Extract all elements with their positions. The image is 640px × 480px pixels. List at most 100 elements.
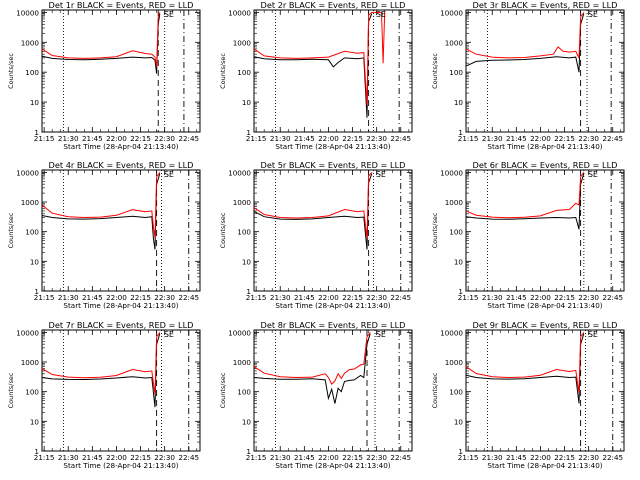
x-tick-label: 21:15 bbox=[246, 134, 267, 143]
events-series-line bbox=[253, 333, 371, 404]
y-axis-label: Counts/sec bbox=[431, 53, 439, 89]
x-tick-label: 22:30 bbox=[578, 453, 599, 462]
x-tick-label: 22:45 bbox=[602, 293, 623, 302]
detector-panel: Det 4r BLACK = Events, RED = LLD 1 10 100 10… bbox=[7, 160, 201, 310]
x-tick-label: 22:00 bbox=[318, 453, 339, 462]
x-tick-label: 21:45 bbox=[82, 453, 103, 462]
x-tick-label: 22:15 bbox=[130, 453, 151, 462]
y-tick-label: 100 bbox=[237, 228, 251, 237]
lld-series-line bbox=[41, 172, 161, 239]
y-tick-label: 1000 bbox=[21, 198, 40, 207]
panel-title: Det 9r BLACK = Events, RED = LLD bbox=[473, 320, 618, 330]
x-tick-label: 22:15 bbox=[342, 134, 363, 143]
x-tick-label: 21:45 bbox=[294, 453, 315, 462]
panel-title: Det 4r BLACK = Events, RED = LLD bbox=[49, 160, 194, 170]
lld-series-line bbox=[465, 172, 585, 219]
x-tick-label: 22:30 bbox=[366, 134, 387, 143]
x-axis-label: Start Time (28-Apr-04 21:13:40) bbox=[275, 461, 390, 470]
lld-series-line bbox=[253, 11, 386, 106]
plot-frame bbox=[465, 329, 625, 452]
y-tick-label: 1000 bbox=[21, 38, 40, 47]
y-tick-label: 1000 bbox=[445, 358, 464, 367]
x-tick-label: 21:45 bbox=[82, 134, 103, 143]
se-annotation: SE bbox=[376, 330, 386, 339]
x-axis-label: Start Time (28-Apr-04 21:13:40) bbox=[275, 142, 390, 151]
x-tick-label: 21:45 bbox=[294, 134, 315, 143]
panel-title: Det 2r BLACK = Events, RED = LLD bbox=[261, 0, 406, 10]
x-tick-label: 21:30 bbox=[482, 293, 503, 302]
x-tick-label: 22:00 bbox=[530, 293, 551, 302]
x-tick-label: 22:15 bbox=[554, 134, 575, 143]
x-axis-label: Start Time (28-Apr-04 21:13:40) bbox=[63, 301, 178, 310]
y-tick-label: 10 bbox=[30, 417, 40, 426]
y-tick-label: 10 bbox=[30, 98, 40, 107]
plot-frame bbox=[253, 169, 413, 292]
y-tick-label: 1000 bbox=[21, 358, 40, 367]
x-tick-label: 21:15 bbox=[34, 134, 55, 143]
y-tick-label: 10000 bbox=[228, 328, 251, 337]
plot-frame bbox=[41, 169, 201, 292]
x-tick-label: 22:15 bbox=[130, 293, 151, 302]
plot-frame bbox=[41, 329, 201, 452]
x-tick-label: 22:45 bbox=[602, 134, 623, 143]
y-tick-label: 100 bbox=[237, 68, 251, 77]
y-tick-label: 10 bbox=[242, 98, 252, 107]
y-tick-label: 10 bbox=[454, 257, 464, 266]
x-tick-label: 21:15 bbox=[246, 453, 267, 462]
se-annotation: SE bbox=[588, 10, 598, 19]
events-series-line bbox=[253, 173, 373, 250]
events-series-line bbox=[41, 13, 161, 74]
x-tick-label: 21:45 bbox=[506, 453, 527, 462]
x-axis-label: Start Time (28-Apr-04 21:13:40) bbox=[63, 461, 178, 470]
lld-series-line bbox=[465, 332, 585, 394]
x-tick-label: 21:30 bbox=[58, 293, 79, 302]
x-tick-label: 21:45 bbox=[294, 293, 315, 302]
y-tick-label: 10000 bbox=[440, 168, 463, 177]
lld-series-line bbox=[41, 12, 161, 67]
x-tick-label: 21:15 bbox=[34, 453, 55, 462]
x-tick-label: 22:15 bbox=[342, 293, 363, 302]
x-tick-label: 22:30 bbox=[154, 134, 175, 143]
se-annotation: SE bbox=[588, 170, 598, 179]
plot-frame bbox=[465, 169, 625, 292]
x-tick-label: 21:15 bbox=[246, 293, 267, 302]
x-tick-label: 22:30 bbox=[578, 293, 599, 302]
lld-series-line bbox=[253, 171, 373, 239]
x-tick-label: 21:30 bbox=[58, 134, 79, 143]
y-tick-label: 1 bbox=[34, 287, 39, 296]
plot-frame bbox=[465, 9, 625, 133]
y-tick-label: 10000 bbox=[16, 168, 39, 177]
y-tick-label: 10 bbox=[242, 417, 252, 426]
x-tick-label: 22:45 bbox=[178, 134, 199, 143]
y-tick-label: 10000 bbox=[440, 8, 463, 17]
panel-title: Det 7r BLACK = Events, RED = LLD bbox=[49, 320, 194, 330]
detector-panel: Det 3r BLACK = Events, RED = LLD 1 10 100 10… bbox=[431, 0, 625, 151]
events-series-line bbox=[465, 173, 585, 230]
y-tick-label: 100 bbox=[25, 228, 39, 237]
y-tick-label: 100 bbox=[25, 68, 39, 77]
se-annotation: SE bbox=[376, 10, 386, 19]
y-tick-label: 100 bbox=[25, 388, 39, 397]
x-axis-label: Start Time (28-Apr-04 21:13:40) bbox=[487, 461, 602, 470]
x-tick-label: 22:00 bbox=[106, 134, 127, 143]
detector-panel: Det 6r BLACK = Events, RED = LLD 1 10 100 10… bbox=[431, 160, 625, 310]
y-tick-label: 100 bbox=[449, 388, 463, 397]
x-tick-label: 21:30 bbox=[482, 453, 503, 462]
x-tick-label: 22:45 bbox=[178, 453, 199, 462]
x-tick-label: 22:45 bbox=[390, 134, 411, 143]
x-tick-label: 22:30 bbox=[366, 293, 387, 302]
y-axis-label: Counts/sec bbox=[7, 212, 15, 248]
x-tick-label: 22:30 bbox=[366, 453, 387, 462]
y-axis-label: Counts/sec bbox=[219, 53, 227, 89]
y-tick-label: 100 bbox=[449, 228, 463, 237]
x-tick-label: 22:00 bbox=[318, 134, 339, 143]
panel-title: Det 5r BLACK = Events, RED = LLD bbox=[261, 160, 406, 170]
y-tick-label: 10000 bbox=[16, 328, 39, 337]
y-axis-label: Counts/sec bbox=[219, 212, 227, 248]
y-tick-label: 1000 bbox=[233, 198, 252, 207]
y-tick-label: 1 bbox=[246, 287, 251, 296]
x-tick-label: 21:45 bbox=[82, 293, 103, 302]
y-tick-label: 1000 bbox=[233, 358, 252, 367]
y-tick-label: 10 bbox=[30, 257, 40, 266]
